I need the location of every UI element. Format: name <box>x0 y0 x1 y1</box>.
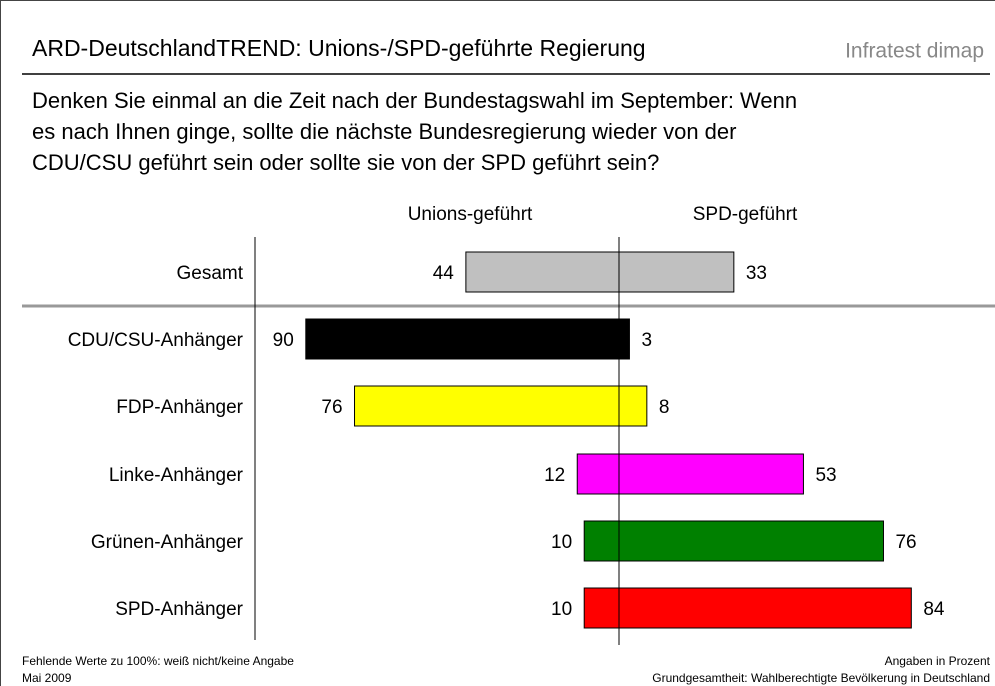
bar <box>305 318 620 360</box>
footnote: Angaben in Prozent <box>885 654 991 668</box>
category-label: FDP-Anhänger <box>116 397 243 418</box>
footnote: Mai 2009 <box>22 671 72 685</box>
value-label: 84 <box>923 599 945 620</box>
bar <box>583 587 620 629</box>
value-label: 12 <box>544 465 565 486</box>
category-label: SPD-Anhänger <box>115 599 243 620</box>
footnote: Grundgesamtheit: Wahlberechtigte Bevölke… <box>652 671 990 685</box>
subtitle-line: CDU/CSU geführt sein oder sollte sie von… <box>32 150 659 175</box>
bar <box>618 385 648 427</box>
chart-title: ARD-DeutschlandTREND: Unions-/SPD-geführ… <box>32 35 646 61</box>
bar <box>618 520 884 562</box>
subtitle-line: es nach Ihnen ginge, sollte die nächste … <box>32 119 736 144</box>
brand: Infratest dimap <box>845 40 984 63</box>
series-header: SPD-geführt <box>693 204 798 225</box>
category-label: Gesamt <box>176 263 243 284</box>
value-label: 8 <box>659 397 670 418</box>
value-label: 10 <box>551 599 572 620</box>
value-label: 76 <box>895 532 916 553</box>
bar <box>618 318 630 360</box>
value-label: 90 <box>273 330 294 351</box>
value-label: 53 <box>815 465 836 486</box>
category-label: CDU/CSU-Anhänger <box>68 330 244 351</box>
value-label: 10 <box>551 532 572 553</box>
bar <box>576 453 620 495</box>
subtitle-line: Denken Sie einmal an die Zeit nach der B… <box>32 88 797 113</box>
bar <box>618 251 735 293</box>
bar <box>618 587 912 629</box>
series-header: Unions-geführt <box>408 204 533 225</box>
category-label: Linke-Anhänger <box>109 465 244 486</box>
bar <box>465 251 620 293</box>
category-label: Grünen-Anhänger <box>91 532 244 553</box>
bar <box>583 520 620 562</box>
footnote: Fehlende Werte zu 100%: weiß nicht/keine… <box>22 654 294 668</box>
value-label: 76 <box>321 397 342 418</box>
value-label: 33 <box>746 263 767 284</box>
bar <box>354 385 620 427</box>
value-label: 3 <box>641 330 652 351</box>
bar <box>618 453 804 495</box>
value-label: 44 <box>433 263 455 284</box>
